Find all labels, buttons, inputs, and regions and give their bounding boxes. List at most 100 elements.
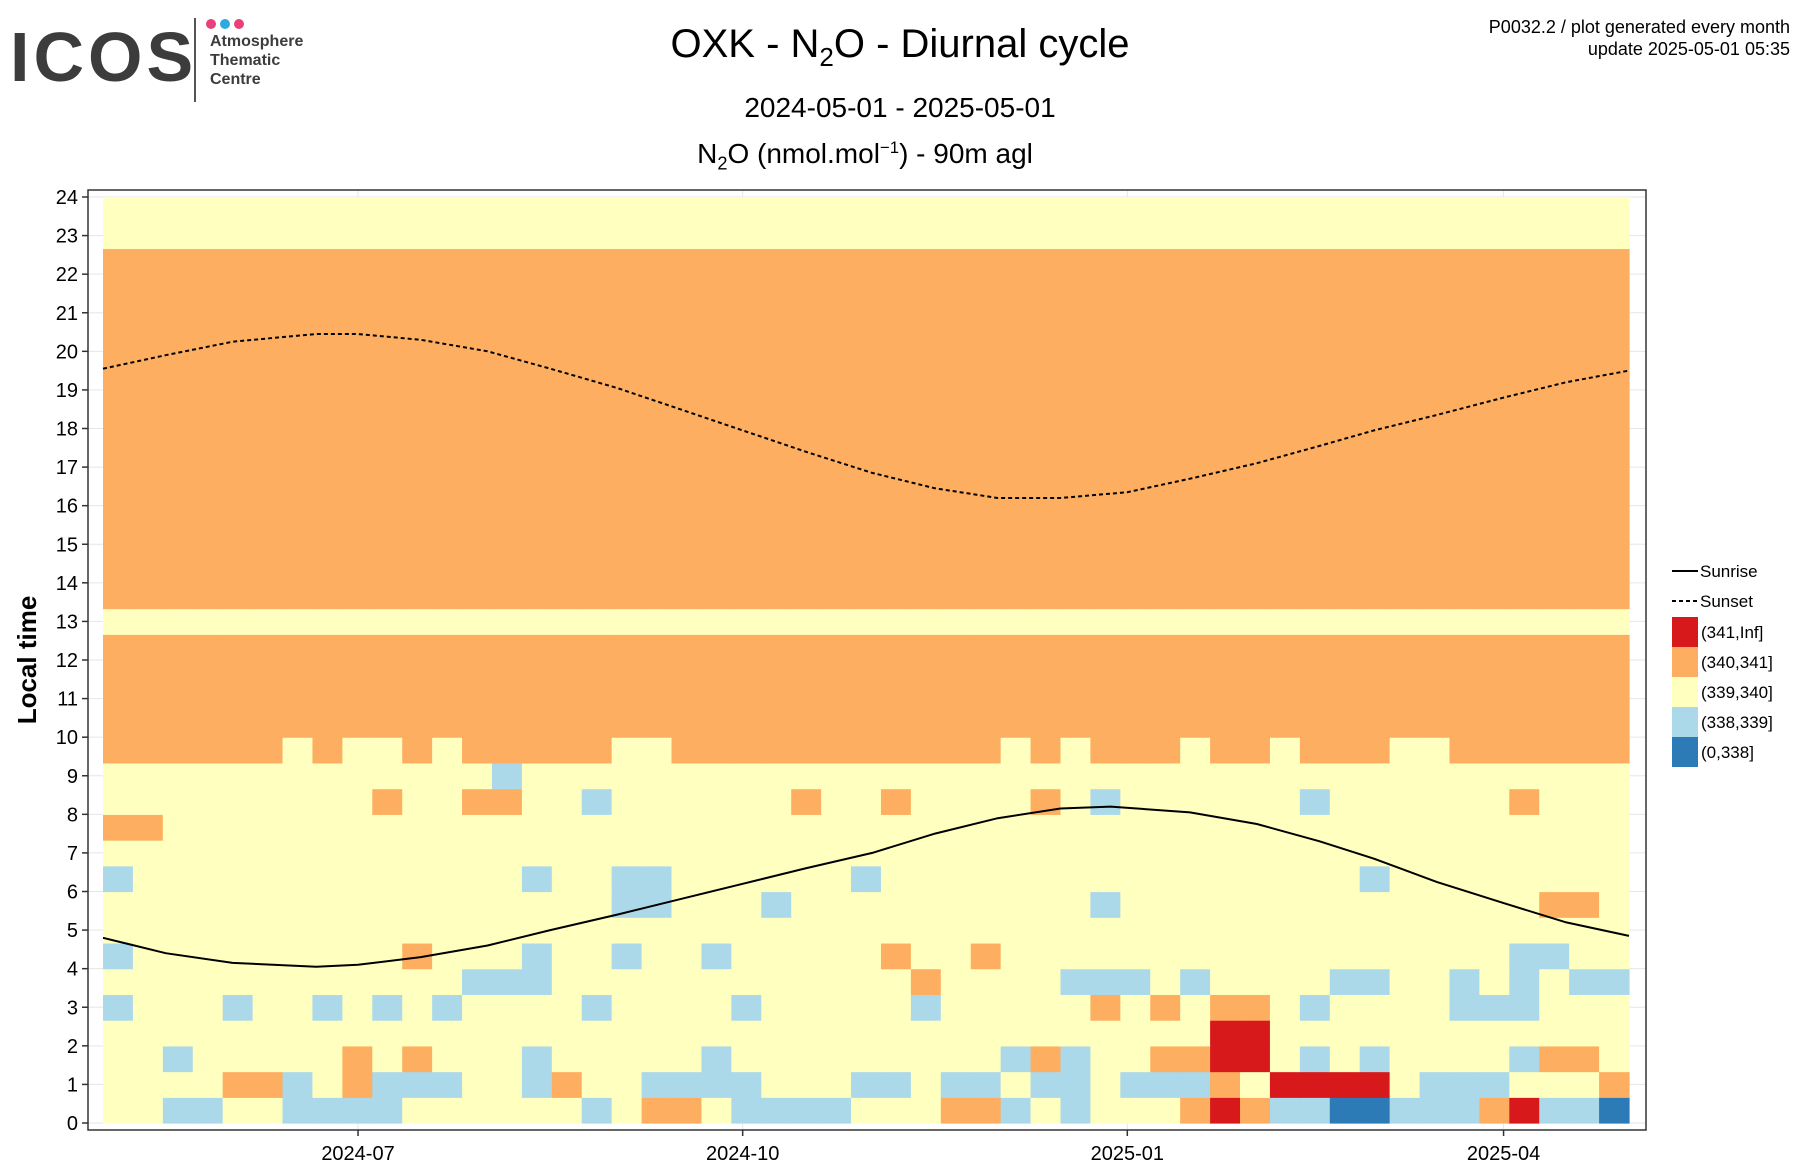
- heatmap-cell: [910, 917, 942, 944]
- heatmap-cell: [1389, 737, 1421, 764]
- heatmap-cell: [491, 351, 523, 378]
- heatmap-cell: [1150, 917, 1181, 944]
- heatmap-cell: [671, 402, 703, 430]
- heatmap-cell: [581, 1097, 613, 1124]
- heatmap-cell: [521, 1071, 553, 1098]
- heatmap-cell: [910, 557, 942, 584]
- heatmap-cell: [1599, 608, 1630, 635]
- heatmap-cell: [581, 608, 613, 635]
- heatmap-cell: [1210, 531, 1241, 558]
- heatmap-cell: [1509, 531, 1540, 558]
- heatmap-cell: [1120, 711, 1151, 738]
- heatmap-cell: [1030, 1071, 1062, 1098]
- heatmap-cell: [1240, 685, 1271, 713]
- heatmap-cell: [432, 274, 463, 301]
- heatmap-cell: [970, 299, 1002, 327]
- heatmap-cell: [312, 351, 343, 378]
- heatmap-cell: [1090, 608, 1121, 635]
- heatmap-cell: [611, 582, 643, 610]
- heatmap-cell: [222, 917, 254, 944]
- heatmap-cell: [372, 685, 403, 713]
- heatmap-cell: [1359, 402, 1391, 430]
- heatmap-cell: [551, 582, 583, 610]
- heatmap-cell: [1419, 660, 1451, 687]
- heatmap-cell: [910, 222, 942, 250]
- heatmap-cell: [1359, 865, 1391, 893]
- heatmap-cell: [940, 197, 972, 224]
- heatmap-cell: [521, 968, 553, 995]
- heatmap-cell: [222, 1020, 254, 1047]
- heatmap-cell: [910, 248, 942, 275]
- heatmap-cell: [1599, 428, 1630, 455]
- heatmap-cell: [1030, 685, 1062, 713]
- heatmap-cell: [1090, 994, 1121, 1021]
- heatmap-cell: [1359, 942, 1391, 970]
- heatmap-cell: [611, 685, 643, 713]
- heatmap-cell: [701, 762, 732, 790]
- heatmap-cell: [880, 1020, 912, 1047]
- heatmap-cell: [402, 840, 433, 867]
- heatmap-cell: [581, 994, 613, 1021]
- heatmap-cell: [103, 608, 134, 635]
- heatmap-cell: [132, 351, 164, 378]
- heatmap-cell: [312, 325, 343, 352]
- heatmap-cell: [731, 299, 762, 327]
- heatmap-cell: [342, 505, 373, 532]
- heatmap-cell: [1030, 942, 1062, 970]
- heatmap-cell: [791, 582, 822, 610]
- heatmap-cell: [880, 557, 912, 584]
- heatmap-cell: [1449, 891, 1480, 918]
- heatmap-cell: [372, 711, 403, 738]
- heatmap-cell: [192, 762, 224, 790]
- heatmap-cell: [641, 454, 673, 481]
- heatmap-cell: [1419, 428, 1451, 455]
- heatmap-cell: [940, 274, 972, 301]
- heatmap-cell: [821, 325, 852, 352]
- heatmap-cell: [402, 479, 433, 507]
- y-tick-label: 12: [56, 650, 78, 672]
- heatmap-cell: [1299, 222, 1331, 250]
- heatmap-cell: [641, 325, 673, 352]
- heatmap-cell: [970, 994, 1002, 1021]
- heatmap-cell: [1150, 197, 1181, 224]
- heatmap-cell: [1030, 660, 1062, 687]
- heatmap-cell: [880, 865, 912, 893]
- heatmap-cell: [1569, 660, 1600, 687]
- heatmap-cell: [462, 274, 493, 301]
- heatmap-cell: [1210, 582, 1241, 610]
- heatmap-cell: [581, 479, 613, 507]
- heatmap-cell: [1090, 454, 1121, 481]
- heatmap-cell: [342, 531, 373, 558]
- heatmap-cell: [462, 479, 493, 507]
- heatmap-cell: [851, 1097, 882, 1124]
- heatmap-cell: [1539, 1045, 1570, 1073]
- heatmap-cell: [1599, 274, 1630, 301]
- heatmap-cell: [132, 634, 164, 661]
- heatmap-cell: [372, 994, 403, 1021]
- heatmap-cell: [851, 531, 882, 558]
- heatmap-cell: [1599, 1045, 1630, 1073]
- heatmap-cell: [910, 274, 942, 301]
- heatmap-cell: [1509, 222, 1540, 250]
- heatmap-cell: [192, 788, 224, 815]
- heatmap-cell: [1120, 685, 1151, 713]
- heatmap-cell: [611, 840, 643, 867]
- heatmap-cell: [1060, 634, 1092, 661]
- heatmap-cell: [821, 814, 852, 841]
- heatmap-cell: [880, 608, 912, 635]
- heatmap-cell: [821, 1020, 852, 1047]
- heatmap-cell: [132, 660, 164, 687]
- legend-bin-label: (340,341]: [1701, 653, 1773, 672]
- heatmap-cell: [1180, 634, 1211, 661]
- heatmap-cell: [1299, 942, 1331, 970]
- heatmap-cell: [222, 608, 254, 635]
- heatmap-cell: [1479, 1097, 1510, 1124]
- heatmap-cell: [342, 840, 373, 867]
- heatmap-cell: [491, 865, 523, 893]
- heatmap-cell: [103, 428, 134, 455]
- heatmap-cell: [342, 685, 373, 713]
- heatmap-cell: [252, 917, 284, 944]
- heatmap-cell: [791, 222, 822, 250]
- heatmap-cell: [1120, 428, 1151, 455]
- heatmap-cell: [1090, 505, 1121, 532]
